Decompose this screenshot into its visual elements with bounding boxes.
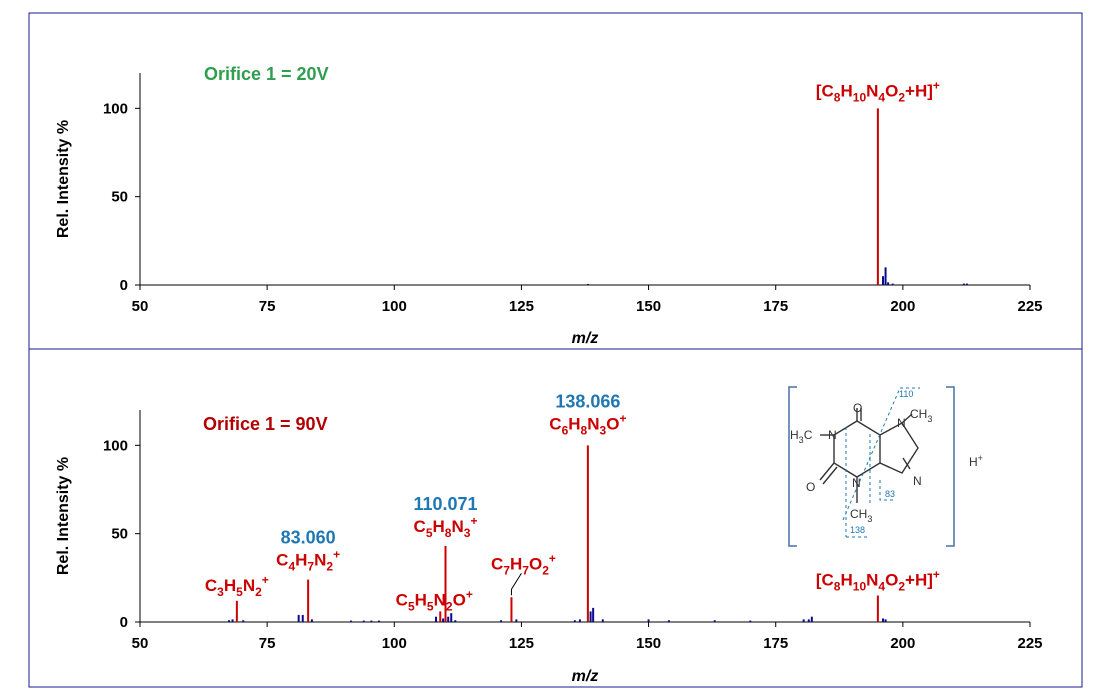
protonation-label: H+ (969, 453, 983, 469)
x-tick-label: 225 (1017, 298, 1042, 315)
fragment-formula: C6H8N3O+ (549, 411, 626, 437)
fragment-formula: [C8H10N4O2+H]+ (816, 78, 940, 104)
bracket-left (788, 386, 797, 547)
x-tick-label: 200 (890, 298, 915, 315)
x-axis-title: m/z (572, 668, 599, 685)
y-tick-label: 100 (103, 437, 128, 454)
x-tick-label: 100 (382, 635, 407, 652)
x-tick-label: 125 (509, 635, 534, 652)
y-axis-title: Rel. Intensity % (55, 120, 72, 238)
fragment-formula: C5H5N2O+ (396, 587, 473, 613)
condition-label: Orifice 1 = 90V (203, 414, 328, 434)
atom-h3c: H3C (790, 428, 813, 445)
fragment-formula: C5H8N3+ (414, 514, 478, 540)
x-tick-label: 150 (636, 635, 661, 652)
cleavage-label-110: 110 (899, 389, 913, 399)
x-tick-label: 200 (890, 635, 915, 652)
y-tick-label: 50 (111, 189, 128, 206)
x-tick-label: 150 (636, 298, 661, 315)
methyl-bond-n7 (901, 413, 913, 424)
fragment-formula: [C8H10N4O2+H]+ (816, 568, 940, 594)
atom-n9: N (913, 474, 922, 488)
bracket-right (946, 386, 955, 547)
fragment-formula: C3H5N2+ (205, 573, 269, 599)
fragment-mass: 110.071 (413, 494, 477, 514)
fragment-mass: 83.060 (281, 528, 336, 548)
y-tick-label: 100 (103, 100, 128, 117)
y-tick-label: 0 (120, 277, 128, 294)
panel-frame-bottom (28, 348, 1083, 688)
fragment-mass: 138.066 (555, 391, 620, 411)
atom-n1: N (828, 428, 837, 442)
atom-ch3-n7: CH3 (910, 407, 932, 424)
y-axis-title: Rel. Intensity % (55, 457, 72, 575)
pyrimidine-ring (833, 420, 881, 478)
cleavage-label-83: 83 (885, 489, 895, 499)
y-tick-label: 0 (120, 614, 128, 631)
fragment-formula: C7H7O2+ (491, 551, 556, 577)
leader-line (510, 573, 522, 596)
carbonyl-bond-left (819, 462, 835, 481)
x-tick-label: 50 (132, 298, 149, 315)
x-axis-title: m/z (572, 330, 599, 347)
x-tick-label: 50 (132, 635, 149, 652)
atom-ch3-n3: CH3 (850, 507, 872, 524)
fragment-formula: C4H7N2+ (276, 548, 340, 574)
condition-label: Orifice 1 = 20V (204, 64, 329, 84)
x-tick-label: 175 (763, 635, 788, 652)
panel-frame-top (28, 12, 1083, 350)
x-tick-label: 75 (259, 298, 276, 315)
imidazole-double-bond (902, 457, 911, 470)
caffeine-structure: O H3C N N CH3 N N O CH3 110 83 138 H+ (788, 386, 983, 547)
x-tick-label: 175 (763, 298, 788, 315)
y-tick-label: 50 (111, 526, 128, 543)
cleavage-tick-83 (879, 480, 893, 501)
x-tick-label: 100 (382, 298, 407, 315)
cleavage-label-138: 138 (850, 525, 865, 535)
x-tick-label: 225 (1017, 635, 1042, 652)
imidazole-ring (879, 422, 919, 474)
atom-o-top: O (853, 401, 862, 415)
atom-o-left: O (806, 480, 815, 494)
x-tick-label: 125 (509, 298, 534, 315)
atom-n3: N (852, 476, 861, 490)
carbonyl-bond-left-2 (822, 466, 838, 485)
atom-n7: N (897, 416, 906, 430)
x-tick-label: 75 (259, 635, 276, 652)
